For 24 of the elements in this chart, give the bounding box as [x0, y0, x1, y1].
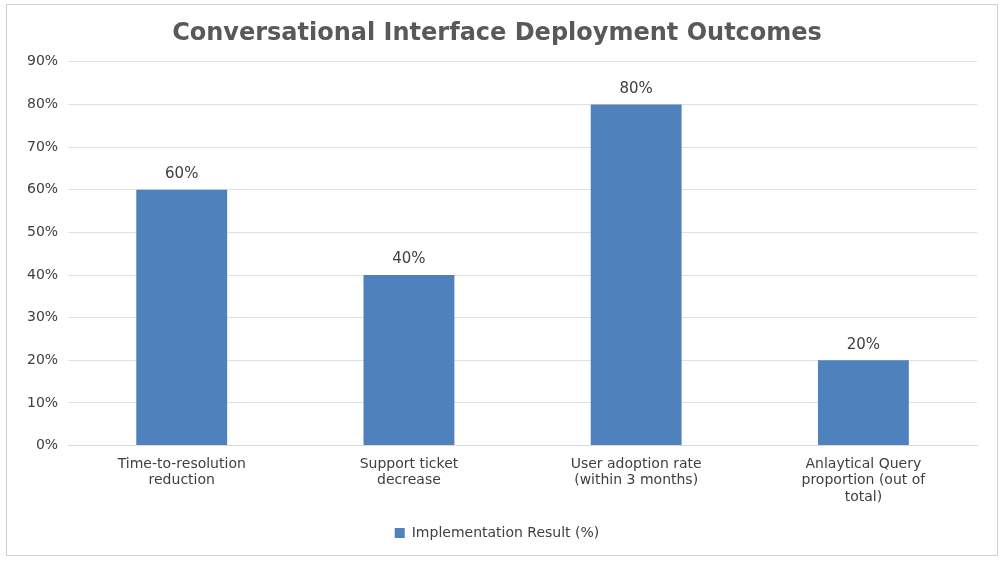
chart-title: Conversational Interface Deployment Outcomes [172, 17, 822, 46]
data-label: 60% [165, 164, 199, 183]
data-label: 40% [392, 249, 426, 268]
bar [136, 189, 228, 446]
x-tick-label: Support ticket decrease [359, 454, 459, 488]
y-tick-label: 40% [26, 265, 59, 282]
y-tick-label: 10% [26, 393, 59, 410]
x-tick-label: Anlaytical Query proportion (out of total) [801, 454, 927, 505]
legend-label: Implementation Result (%) [411, 523, 600, 540]
y-tick-label: 90% [26, 52, 59, 69]
bar [363, 275, 455, 446]
bar [590, 104, 682, 446]
y-tick-label: 80% [26, 95, 59, 112]
y-tick-label: 60% [26, 180, 59, 197]
x-tick-label: User adoption rate (within 3 months) [570, 454, 702, 488]
x-tick-label: Time-to-resolution reduction [116, 454, 246, 488]
y-tick-label: 0% [35, 436, 59, 453]
y-tick-label: 50% [26, 223, 59, 240]
y-tick-label: 20% [26, 350, 59, 367]
y-tick-label: 30% [26, 308, 59, 325]
y-tick-label: 70% [26, 137, 59, 154]
data-label: 80% [619, 78, 653, 97]
data-label: 20% [846, 334, 881, 353]
bar [817, 360, 909, 446]
